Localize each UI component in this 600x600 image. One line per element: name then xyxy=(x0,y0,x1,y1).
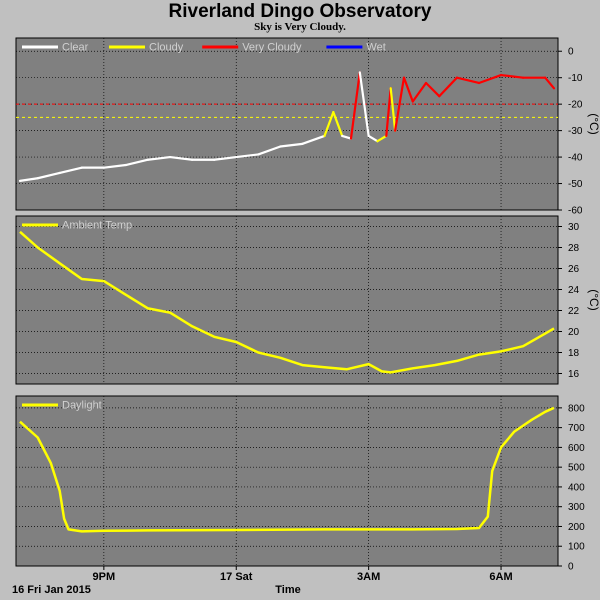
sky-temp-segment xyxy=(424,81,441,98)
y-tick-label: 500 xyxy=(568,463,585,474)
y-tick-label: 26 xyxy=(568,264,580,275)
sky-temp-segment xyxy=(332,110,344,138)
sky-temp-segment xyxy=(36,171,61,180)
y-tick-label: 200 xyxy=(568,522,585,533)
sky-temp-segment xyxy=(58,166,83,175)
sky-temp-segment xyxy=(367,134,379,143)
legend-label: Very Cloudy xyxy=(242,42,302,54)
date-label: 16 Fri Jan 2015 xyxy=(12,584,91,596)
y-tick-label: 0 xyxy=(568,47,574,58)
y-tick-label: -50 xyxy=(568,179,583,190)
sky-temp-segment xyxy=(402,76,414,103)
sky-temp-segment xyxy=(124,158,150,167)
sky-temp-segment xyxy=(168,155,194,161)
panel-1: 0 -10 -20 -30 -40 -50 -60 (°C) Clear Cloudy Very C… xyxy=(15,37,600,217)
x-tick-label: 6AM xyxy=(489,571,512,583)
legend-label: Wet xyxy=(366,42,385,54)
sky-temp-segment xyxy=(394,76,406,132)
sky-temp-segment xyxy=(301,134,326,145)
y-tick-label: 18 xyxy=(568,348,580,359)
sky-temp-segment xyxy=(499,73,525,79)
sky-temp-segment xyxy=(411,81,428,103)
y-tick-label: -40 xyxy=(568,153,583,164)
sky-temp-segment xyxy=(438,76,459,98)
sky-temp-segment xyxy=(376,134,388,143)
panel-2: 16 18 20 22 24 26 28 30 (°C) Ambient Temp xyxy=(15,215,600,385)
y-tick-label: 22 xyxy=(568,306,580,317)
sky-temp-segment xyxy=(385,87,392,138)
sky-temp-segment xyxy=(279,142,304,148)
sky-temp-segment xyxy=(102,163,128,169)
sky-temp-segment xyxy=(146,155,172,161)
y-tick-label: 24 xyxy=(568,285,580,296)
chart-subtitle: Sky is Very Cloudy. xyxy=(254,21,346,33)
y-tick-label: 100 xyxy=(568,542,585,553)
x-tick-label: 9PM xyxy=(93,571,116,583)
y-axis-unit: (°C) xyxy=(587,113,600,134)
y-tick-label: -20 xyxy=(568,100,583,111)
sky-temp-segment xyxy=(235,153,260,159)
sky-temp-segment xyxy=(544,76,556,90)
sky-temp-segment xyxy=(358,71,370,138)
x-axis-title: Time xyxy=(275,584,300,596)
y-tick-label: 300 xyxy=(568,502,585,513)
legend-label: Clear xyxy=(62,42,89,54)
legend-label: Cloudy xyxy=(149,42,184,54)
y-axis-unit: (°C) xyxy=(587,289,600,310)
y-tick-label: -30 xyxy=(568,126,583,137)
x-tick-label: 3AM xyxy=(357,571,380,583)
legend-label: Ambient Temp xyxy=(62,220,132,232)
panel-background xyxy=(15,37,559,211)
sky-temp-segment xyxy=(257,145,282,156)
sky-temp-segment xyxy=(389,87,397,132)
sky-temp-segment xyxy=(213,155,238,161)
y-tick-label: 20 xyxy=(568,327,580,338)
x-tick-label: 17 Sat xyxy=(220,571,253,583)
y-tick-label: 700 xyxy=(568,423,585,434)
panel-3: 0 100 200 300 400 500 600 700 800 Daylight xyxy=(15,395,585,573)
sky-temp-segment xyxy=(349,71,361,140)
sky-temp-segment xyxy=(18,177,39,182)
plot-panels: 0 -10 -20 -30 -40 -50 -60 (°C) Clear Cloudy Very C… xyxy=(15,37,600,573)
x-axis: 9PM 17 Sat 3AM 6AM xyxy=(93,566,513,583)
daylight-line xyxy=(19,406,555,533)
chart-title: Riverland Dingo Observatory xyxy=(169,1,432,22)
y-tick-label: 800 xyxy=(568,403,585,414)
sky-temp-segment xyxy=(455,76,481,85)
panel-background xyxy=(15,215,559,385)
y-tick-label: 0 xyxy=(568,562,574,573)
panel-background xyxy=(15,395,559,567)
sky-temp-segment xyxy=(341,134,353,140)
ambient-temp-line xyxy=(19,230,555,374)
sky-temp-segment xyxy=(323,110,335,138)
y-tick-label: 28 xyxy=(568,243,580,254)
y-tick-label: 400 xyxy=(568,482,585,493)
y-tick-label: -10 xyxy=(568,73,583,84)
y-tick-label: -60 xyxy=(568,206,583,217)
sky-temp-segment xyxy=(477,73,503,85)
y-tick-label: 30 xyxy=(568,222,580,233)
y-tick-label: 16 xyxy=(568,369,580,380)
y-tick-label: 600 xyxy=(568,443,585,454)
legend-label: Daylight xyxy=(62,400,102,412)
